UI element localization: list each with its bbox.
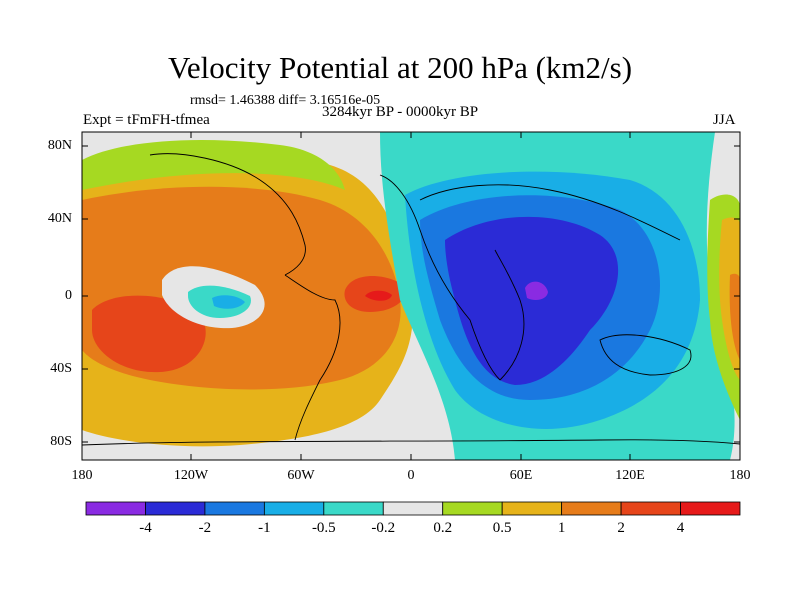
period-label: 3284kyr BP - 0000kyr BP	[322, 104, 479, 120]
lon-label-60e: 60E	[509, 468, 533, 483]
colorbar-swatch	[145, 501, 206, 516]
colorbar-swatch	[620, 501, 681, 516]
colorbar-label: 2	[617, 520, 625, 536]
stats-text: rmsd= 1.46388 diff= 3.16516e-05	[190, 93, 381, 108]
colorbar-label: -1	[258, 520, 271, 536]
colorbar	[85, 501, 741, 516]
season-label: JJA	[713, 112, 736, 128]
lon-label-60w: 60W	[287, 468, 315, 483]
axis-ticks	[81, 132, 741, 460]
lon-label-120w: 120W	[173, 468, 209, 483]
colorbar-label: 0.2	[433, 520, 453, 536]
lon-label-180e: 180	[729, 468, 751, 483]
lat-label-40n: 40N	[47, 211, 72, 226]
lat-label-40s: 40S	[50, 361, 72, 376]
colorbar-swatch	[501, 501, 563, 516]
colorbar-label: 0.5	[492, 520, 512, 536]
colorbar-swatch	[323, 501, 384, 516]
colorbar-swatch	[204, 501, 265, 516]
colorbar-swatch	[85, 501, 146, 516]
lon-label-120e: 120E	[615, 468, 645, 483]
lon-label-180w: 180	[71, 468, 93, 483]
colorbar-label: -4	[139, 520, 152, 536]
lon-label-0: 0	[407, 468, 415, 483]
lat-label-80s: 80S	[50, 434, 72, 449]
colorbar-label: 1	[557, 520, 566, 536]
colorbar-swatch	[442, 501, 503, 516]
colorbar-swatch	[561, 501, 622, 516]
colorbar-label: 4	[676, 520, 685, 536]
colorbar-label: -0.5	[311, 520, 336, 536]
chart-title: Velocity Potential at 200 hPa (km2/s)	[167, 50, 633, 85]
map-plot-area	[82, 132, 740, 460]
colorbar-label: -2	[198, 520, 212, 536]
colorbar-swatch	[382, 501, 444, 516]
colorbar-swatch	[680, 501, 741, 516]
colorbar-swatch	[263, 501, 325, 516]
experiment-label: Expt = tFmFH-tfmea	[83, 112, 210, 128]
colorbar-label: -0.2	[371, 520, 396, 536]
lat-label-80n: 80N	[47, 138, 72, 153]
coastlines	[82, 153, 740, 446]
lat-label-0: 0	[65, 288, 72, 303]
